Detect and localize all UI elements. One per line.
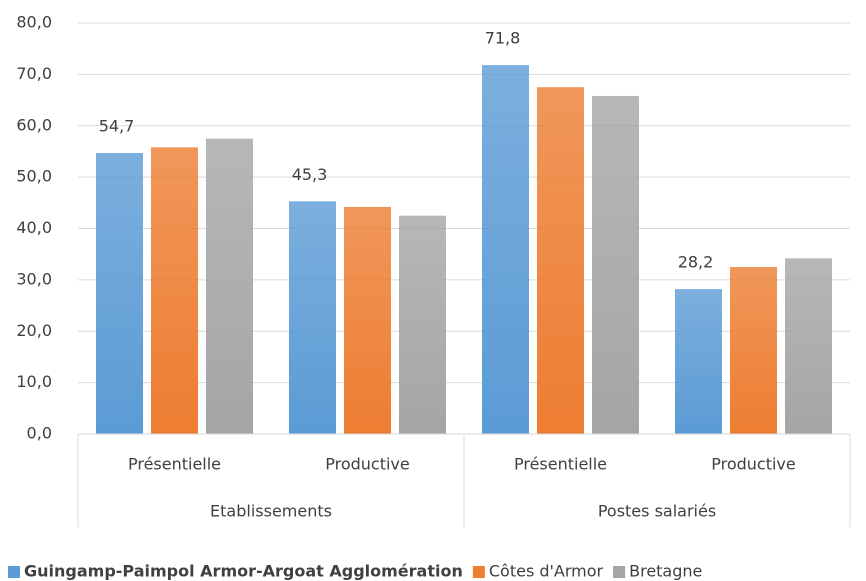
bar — [785, 258, 832, 434]
legend-label: Côtes d'Armor — [489, 562, 604, 581]
bar — [289, 201, 336, 434]
bar — [206, 138, 253, 434]
legend-swatch — [472, 566, 485, 578]
legend-label: Guingamp-Paimpol Armor-Argoat Agglomérat… — [24, 562, 463, 581]
bar — [96, 152, 143, 434]
x-tick-label: Présentielle — [128, 455, 221, 474]
y-tick-label: 30,0 — [16, 269, 52, 288]
x-tick-label: Productive — [711, 455, 796, 474]
y-tick-label: 10,0 — [16, 372, 52, 391]
y-tick-label: 70,0 — [16, 64, 52, 83]
y-tick-label: 80,0 — [16, 13, 52, 32]
y-tick-label: 0,0 — [27, 424, 52, 443]
x-tick-label: Productive — [325, 455, 410, 474]
data-label: 54,7 — [99, 116, 135, 135]
bar — [151, 147, 198, 434]
y-tick-label: 60,0 — [16, 115, 52, 134]
legend-swatch — [613, 566, 626, 578]
bar — [482, 65, 529, 434]
y-tick-label: 20,0 — [16, 321, 52, 340]
bar — [537, 87, 584, 434]
group-label: Etablissements — [210, 502, 332, 521]
legend-label: Bretagne — [629, 562, 702, 581]
y-tick-label: 50,0 — [16, 167, 52, 186]
x-tick-label: Présentielle — [514, 455, 607, 474]
legend-swatch — [8, 566, 20, 578]
group-label: Postes salariés — [598, 502, 716, 521]
bar — [592, 95, 639, 434]
data-label: 45,3 — [292, 165, 328, 184]
bar — [675, 289, 722, 434]
bar — [344, 206, 391, 434]
bar — [730, 267, 777, 434]
y-tick-label: 40,0 — [16, 218, 52, 237]
data-label: 71,8 — [485, 29, 521, 48]
data-label: 28,2 — [678, 253, 714, 272]
bar — [399, 215, 446, 434]
